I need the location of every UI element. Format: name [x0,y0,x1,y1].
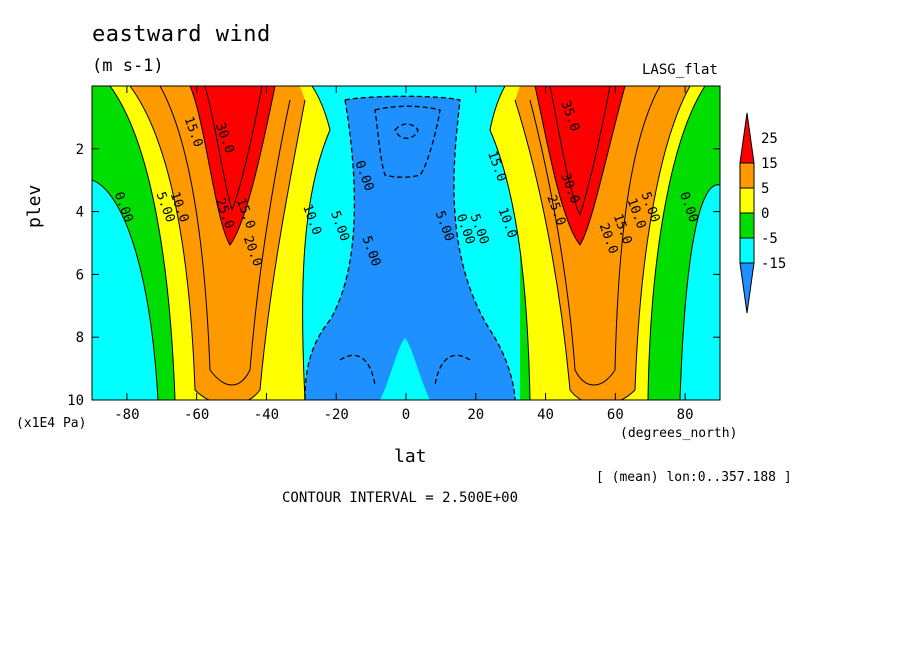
x-tick-label: 60 [607,407,624,423]
contour-line-negative [434,354,471,386]
x-tick-label: -40 [254,407,279,423]
contour-line [92,179,159,400]
colorbar-swatch [739,237,755,264]
y-axis-multiplier: (x1E4 Pa) [16,416,87,431]
contour-line-negative [394,123,419,139]
contour-line-negative [339,354,376,386]
contour-line [647,86,706,400]
contour-interval: CONTOUR INTERVAL = 2.500E+00 [282,490,519,506]
model-name: LASG_flat [642,62,718,78]
y-tick-label: 4 [76,205,84,221]
x-tick-label: -20 [324,407,349,423]
contour-line [109,86,176,400]
contour-line-negative [374,105,441,178]
contour-line [204,86,263,212]
contour-line [189,86,276,246]
y-tick-label: 10 [67,393,84,409]
contour-line [302,86,331,400]
colorbar-label: 15 [761,156,778,172]
contour-line [549,86,611,217]
contour-line [514,86,691,400]
colorbar-swatch [739,212,755,239]
colorbar-swatch [739,262,755,314]
contour-line [529,86,661,386]
cyan-notch [380,338,430,400]
y-tick-label: 8 [76,330,84,346]
averaging-note: [ (mean) lon:0..357.188 ] [596,470,792,485]
x-tick-label: -60 [184,407,209,423]
y-tick-label: 2 [76,142,84,158]
x-axis-label: lat [394,446,427,467]
contour-line [534,86,626,246]
x-tick-label: 40 [537,407,554,423]
chart-title: eastward wind [92,22,271,47]
colorbar-label: 5 [761,181,769,197]
colorbar-swatch [739,162,755,189]
blue-region-center [305,96,515,400]
contour-line-negative [344,95,516,400]
x-tick-label: -80 [114,407,139,423]
x-tick-label: 0 [402,407,410,423]
contour-line [129,86,306,400]
colorbar-swatch [739,112,755,164]
contour-line [679,184,720,400]
contour-line-negative [304,99,356,400]
contour-line [489,86,531,400]
y-tick-label: 6 [76,267,84,283]
orange-region-south [130,86,305,400]
chart-units: (m s-1) [92,56,164,76]
colorbar-label: 0 [761,206,769,222]
x-axis-units: (degrees_north) [620,426,738,441]
colorbar-label: 25 [761,131,778,147]
colorbar-label: -15 [761,256,786,272]
x-tick-label: 80 [677,407,694,423]
x-tick-label: 20 [467,407,484,423]
colorbar-swatch [739,187,755,214]
colorbar-label: -5 [761,231,778,247]
contour-line [159,86,291,386]
